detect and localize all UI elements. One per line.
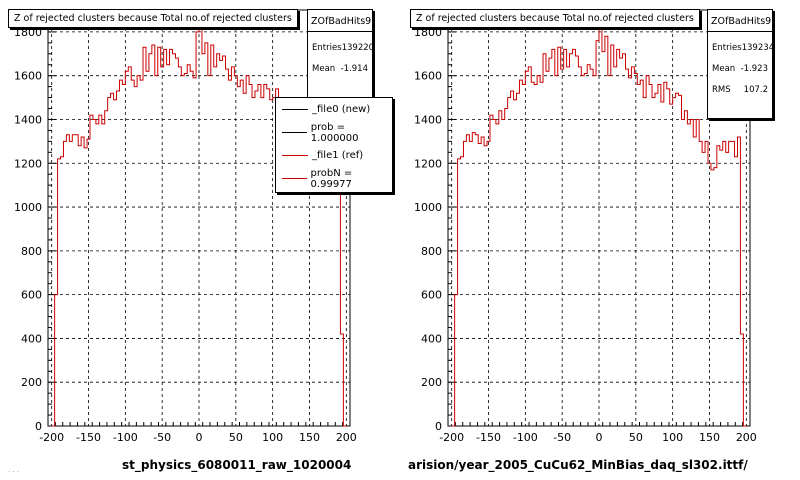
x-tick-label: 200 [736,431,757,444]
x-tick-label: -150 [476,431,501,444]
left-stats-box: ZOfBadHits9 Entries 139220 Mean -1.914 [307,9,375,101]
legend-prob: prob = 1.000000 [310,121,359,144]
left-legend: _file0 (new) prob = 1.000000 _file1 (ref… [275,97,393,193]
x-tick-label: 100 [262,431,283,444]
left-mean-label: Mean [312,64,336,74]
left-pad: -200 -150 -100 -50 0 50 100 150 200 0 200 400 600 800… [8,9,393,476]
y-tick-label: 200 [421,376,442,389]
y-tick-label: 400 [421,332,442,345]
legend-file1: _file1 (ref) [312,150,364,161]
y-tick-label: 1200 [14,157,42,170]
right-stats-name: ZOfBadHits9 [708,10,772,32]
y-tick-label: 600 [21,289,42,302]
x-tick-label: -50 [553,431,571,444]
left-entries-label: Entries [312,43,342,53]
x-tick-label: -200 [439,431,464,444]
left-xlabel: st_physics_6080011_raw_1020004 [122,458,352,472]
x-tick-label: 200 [336,431,357,444]
left-mean-value: -1.914 [340,64,368,74]
left-title: Z of rejected clusters because Total no.… [8,9,298,28]
y-tick-label: 400 [21,332,42,345]
right-stats-box: ZOfBadHits9 Entries 139234 Mean -1.923 RMS… [707,9,775,119]
x-tick-label: 100 [662,431,683,444]
x-tick-label: 150 [699,431,720,444]
right-rms-label: RMS [712,85,731,95]
x-tick-label: -100 [113,431,138,444]
y-tick-label: 1600 [14,70,42,83]
x-tick-label: -100 [513,431,538,444]
x-tick-label: 150 [299,431,320,444]
y-tick-label: 1400 [414,113,442,126]
left-stats-name: ZOfBadHits9 [308,10,372,32]
right-entries-value: 139234 [741,43,775,53]
left-entries-value: 139220 [341,43,375,53]
legend-file0: _file0 (new) [312,104,371,115]
x-tick-label: 0 [196,431,203,444]
x-tick-label: 50 [629,431,643,444]
histogram-series-0 [451,18,747,427]
right-mean-value: -1.923 [740,64,768,74]
y-tick-label: 1400 [14,113,42,126]
x-tick-label: -150 [76,431,101,444]
y-tick-label: 1600 [414,70,442,83]
right-pad: -200 -150 -100 -50 0 50 100 150 200 0 200 400 600 800… [400,0,800,480]
x-tick-label: 0 [596,431,603,444]
y-tick-label: 0 [435,420,442,433]
right-mean-label: Mean [712,64,736,74]
right-entries-label: Entries [712,43,742,53]
y-tick-label: 200 [21,376,42,389]
y-tick-label: 1000 [414,201,442,214]
footer-text: · · · [8,468,20,476]
x-tick-label: 50 [229,431,243,444]
x-tick-label: -50 [153,431,171,444]
right-xlabel: arision/year_2005_CuCu62_MinBias_daq_sl3… [408,458,748,472]
plot-frame [47,9,351,427]
y-tick-label: 800 [21,245,42,258]
y-tick-label: 1800 [414,26,442,39]
x-tick-label: -200 [39,431,64,444]
y-tick-label: 1800 [14,26,42,39]
right-title: Z of rejected clusters because Total no.… [410,9,700,28]
legend-probn: probN = 0.99977 [310,167,353,190]
y-tick-label: 1200 [414,157,442,170]
y-tick-label: 600 [421,289,442,302]
y-tick-label: 1000 [14,201,42,214]
y-tick-label: 800 [421,245,442,258]
y-tick-label: 0 [35,420,42,433]
right-rms-value: 107.2 [743,85,768,95]
